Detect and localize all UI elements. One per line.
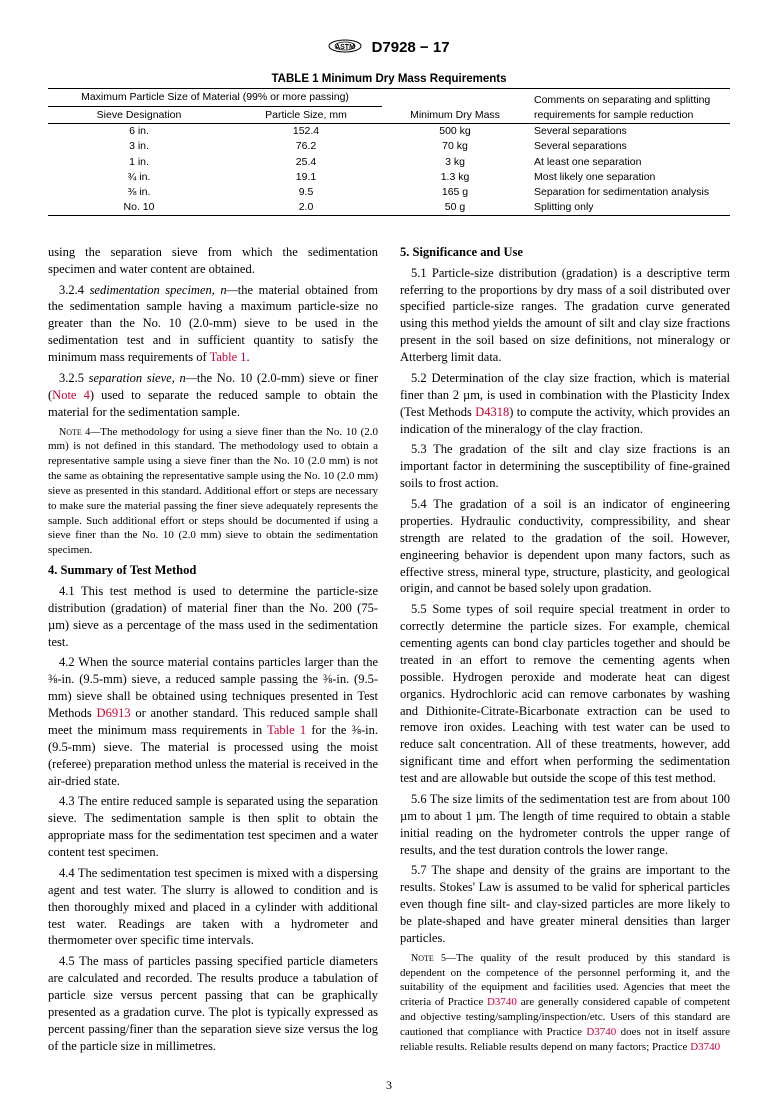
sieve-cell: ¾ in. <box>48 169 230 184</box>
astm-logo: ASTM <box>328 35 362 62</box>
paragraph: 5.5 Some types of soil require special t… <box>400 601 730 787</box>
sieve-cell: 1 in. <box>48 154 230 169</box>
comment-cell: Most likely one separation <box>528 169 730 184</box>
comment-cell: At least one separation <box>528 154 730 169</box>
requirements-table: Maximum Particle Size of Material (99% o… <box>48 88 730 215</box>
paragraph: 5.7 The shape and density of the grains … <box>400 862 730 946</box>
section-4-heading: 4. Summary of Test Method <box>48 562 378 579</box>
size-cell: 2.0 <box>230 200 382 216</box>
comment-cell: Splitting only <box>528 200 730 216</box>
table-span-header: Maximum Particle Size of Material (99% o… <box>48 89 382 106</box>
svg-text:ASTM: ASTM <box>336 44 356 51</box>
paragraph: 5.1 Particle-size distribution (gradatio… <box>400 265 730 366</box>
comment-cell: Several separations <box>528 123 730 139</box>
term-definition: 3.2.5 separation sieve, n—the No. 10 (2.… <box>48 370 378 421</box>
table-row: 3 in.76.270 kgSeveral separations <box>48 139 730 154</box>
paragraph: 5.3 The gradation of the silt and clay s… <box>400 441 730 492</box>
size-cell: 25.4 <box>230 154 382 169</box>
comment-cell: Separation for sedimentation analysis <box>528 184 730 199</box>
paragraph: 4.2 When the source material contains pa… <box>48 654 378 789</box>
d3740-link[interactable]: D3740 <box>690 1041 720 1053</box>
size-cell: 19.1 <box>230 169 382 184</box>
paragraph: 4.4 The sedimentation test specimen is m… <box>48 865 378 949</box>
paragraph: 4.3 The entire reduced sample is separat… <box>48 793 378 861</box>
d3740-link[interactable]: D3740 <box>586 1026 616 1038</box>
table1-link[interactable]: Table 1 <box>267 723 306 737</box>
mass-cell: 1.3 kg <box>382 169 528 184</box>
d6913-link[interactable]: D6913 <box>97 706 131 720</box>
paragraph: using the separation sieve from which th… <box>48 244 378 278</box>
paragraph: 4.5 The mass of particles passing specif… <box>48 953 378 1054</box>
sieve-cell: No. 10 <box>48 200 230 216</box>
note4-link[interactable]: Note 4 <box>52 388 90 402</box>
d4318-link[interactable]: D4318 <box>475 405 509 419</box>
table-row: 6 in.152.4500 kgSeveral separations <box>48 123 730 139</box>
table-col4-header: Comments on separating and splitting req… <box>528 89 730 123</box>
sieve-cell: ⅜ in. <box>48 184 230 199</box>
paragraph: 5.6 The size limits of the sedimentation… <box>400 791 730 859</box>
size-cell: 76.2 <box>230 139 382 154</box>
paragraph: 4.1 This test method is used to determin… <box>48 583 378 651</box>
table-row: No. 102.050 gSplitting only <box>48 200 730 216</box>
table-col2-header: Particle Size, mm <box>230 106 382 123</box>
note-5: NOTE 5—The quality of the result produce… <box>400 951 730 1055</box>
mass-cell: 3 kg <box>382 154 528 169</box>
mass-cell: 50 g <box>382 200 528 216</box>
mass-cell: 70 kg <box>382 139 528 154</box>
document-id: D7928 − 17 <box>372 38 450 58</box>
paragraph: 5.2 Determination of the clay size fract… <box>400 370 730 438</box>
table1-link[interactable]: Table 1 <box>210 350 247 364</box>
paragraph: 5.4 The gradation of a soil is an indica… <box>400 496 730 597</box>
note-4: NOTE 4—The methodology for using a sieve… <box>48 425 378 559</box>
mass-cell: 500 kg <box>382 123 528 139</box>
comment-cell: Several separations <box>528 139 730 154</box>
sieve-cell: 3 in. <box>48 139 230 154</box>
table-row: 1 in.25.43 kgAt least one separation <box>48 154 730 169</box>
table-col3-header: Minimum Dry Mass <box>382 89 528 123</box>
mass-cell: 165 g <box>382 184 528 199</box>
sieve-cell: 6 in. <box>48 123 230 139</box>
page-number: 3 <box>48 1077 730 1093</box>
table-title: TABLE 1 Minimum Dry Mass Requirements <box>48 72 730 88</box>
size-cell: 152.4 <box>230 123 382 139</box>
table-body: 6 in.152.4500 kgSeveral separations3 in.… <box>48 123 730 215</box>
table-row: ¾ in.19.11.3 kgMost likely one separatio… <box>48 169 730 184</box>
d3740-link[interactable]: D3740 <box>487 996 517 1008</box>
term-definition: 3.2.4 sedimentation specimen, n—the mate… <box>48 282 378 366</box>
page-header: ASTM D7928 − 17 <box>48 35 730 62</box>
table-col1-header: Sieve Designation <box>48 106 230 123</box>
body-text: using the separation sieve from which th… <box>48 244 730 1059</box>
table-row: ⅜ in.9.5165 gSeparation for sedimentatio… <box>48 184 730 199</box>
section-5-heading: 5. Significance and Use <box>400 244 730 261</box>
size-cell: 9.5 <box>230 184 382 199</box>
